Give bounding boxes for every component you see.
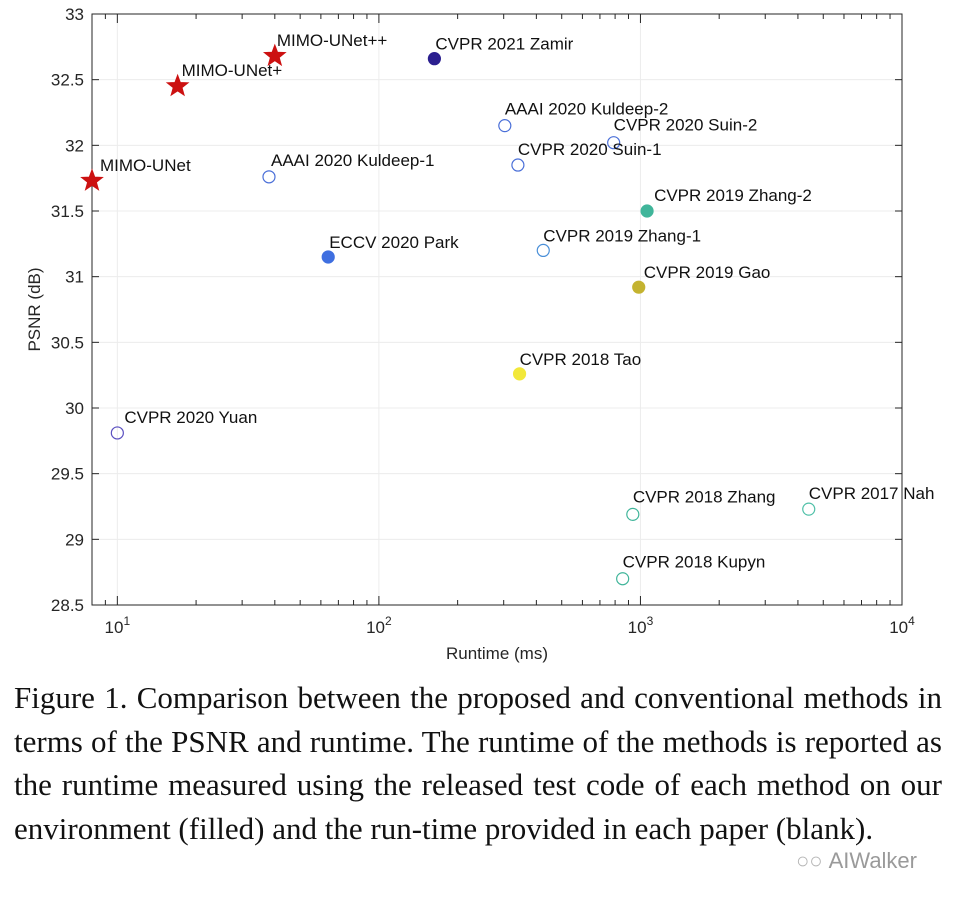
x-tick-exponent: 4: [908, 614, 915, 628]
wechat-icon: ○○: [796, 848, 823, 873]
y-tick-label: 32: [65, 136, 84, 155]
point-label: CVPR 2018 Tao: [520, 350, 642, 369]
point-label: AAAI 2020 Kuldeep-2: [505, 100, 669, 119]
filled-circle-marker: [512, 367, 527, 381]
hollow-circle-marker: [511, 158, 525, 172]
point-label: CVPR 2019 Gao: [644, 263, 771, 282]
x-tick-exponent: 2: [385, 614, 392, 628]
x-tick-base: 10: [105, 618, 124, 637]
point-label: MIMO-UNet++: [277, 31, 388, 50]
star-marker: [262, 43, 287, 67]
point-label: CVPR 2020 Suin-2: [614, 116, 758, 135]
hollow-circle-marker: [110, 426, 124, 440]
x-tick-base: 10: [889, 618, 908, 637]
x-tick-base: 10: [628, 618, 647, 637]
filled-circle-marker: [321, 250, 335, 264]
x-tick-exponent: 1: [123, 614, 130, 628]
watermark-text: AIWalker: [828, 848, 917, 873]
y-axis-label: PSNR (dB): [25, 267, 44, 351]
y-tick-label: 30.5: [51, 333, 84, 352]
grid-lines: [92, 13, 903, 606]
filled-circle-marker: [640, 204, 654, 218]
point-label: CVPR 2017 Nah: [809, 484, 935, 503]
point-label: CVPR 2021 Zamir: [435, 35, 573, 54]
y-tick-label: 33: [65, 5, 84, 24]
y-tick-label: 31: [65, 268, 84, 287]
point-label: CVPR 2018 Zhang: [633, 487, 776, 506]
y-tick-label: 31.5: [51, 202, 84, 221]
y-tick-label: 30: [65, 399, 84, 418]
point-label: MIMO-UNet: [100, 156, 191, 175]
figure-caption: Figure 1. Comparison between the propose…: [14, 680, 942, 846]
filled-circle-marker: [632, 280, 646, 294]
y-tick-label: 29: [65, 530, 84, 549]
point-label: ECCV 2020 Park: [329, 233, 459, 252]
plot-frame: [91, 13, 903, 606]
hollow-circle-marker: [616, 572, 630, 586]
data-points: MIMO-UNet MIMO-UNet+ MIMO-UNet++ CVPR 2021 …: [80, 31, 935, 586]
x-tick-label: 103: [628, 614, 654, 637]
point-label: MIMO-UNet+: [182, 61, 283, 80]
hollow-circle-marker: [626, 507, 640, 521]
y-tick-label: 28.5: [51, 596, 84, 615]
x-tick-label: 101: [105, 614, 131, 637]
point-label: AAAI 2020 Kuldeep-1: [271, 151, 435, 170]
y-tick-label: 29.5: [51, 465, 84, 484]
star-marker: [80, 168, 104, 191]
x-tick-exponent: 3: [647, 614, 654, 628]
star-marker: [165, 73, 190, 97]
point-label: CVPR 2020 Yuan: [124, 408, 257, 427]
hollow-circle-marker: [498, 119, 512, 133]
x-tick-label: 102: [366, 614, 392, 637]
hollow-circle-marker: [607, 136, 621, 150]
point-label: CVPR 2018 Kupyn: [623, 553, 766, 572]
x-axis-label: Runtime (ms): [446, 644, 548, 663]
hollow-circle-marker: [262, 170, 276, 184]
point-label: CVPR 2019 Zhang-2: [654, 186, 812, 205]
point-label: CVPR 2019 Zhang-1: [543, 226, 701, 245]
y-tick-label: 32.5: [51, 71, 84, 90]
watermark: ○○ AIWalker: [796, 848, 917, 874]
x-tick-label: 104: [889, 614, 915, 637]
x-tick-base: 10: [366, 618, 385, 637]
filled-circle-marker: [427, 52, 441, 66]
point-label: CVPR 2020 Suin-1: [518, 140, 662, 159]
hollow-circle-marker: [802, 502, 816, 516]
hollow-circle-marker: [536, 243, 550, 257]
